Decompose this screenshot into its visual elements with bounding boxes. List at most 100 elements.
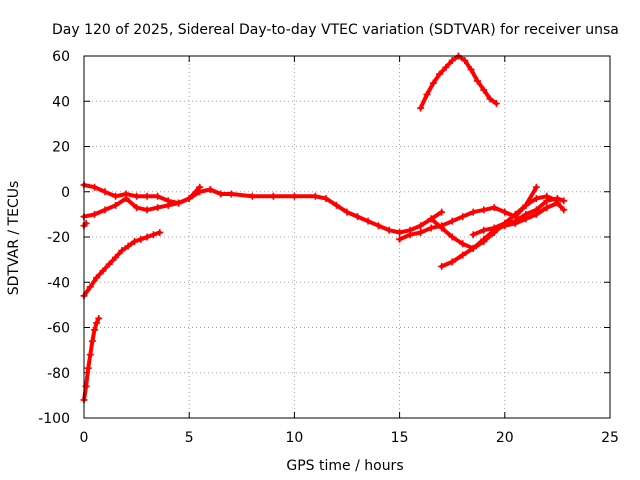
data-point bbox=[532, 206, 540, 214]
data-point bbox=[448, 233, 456, 241]
data-point bbox=[427, 215, 435, 223]
plot-frame bbox=[83, 55, 611, 419]
data-point bbox=[206, 185, 214, 193]
data-point bbox=[196, 183, 204, 191]
data-point bbox=[93, 319, 101, 327]
data-point bbox=[385, 226, 393, 234]
data-point bbox=[438, 208, 446, 216]
y-tick-label: -60 bbox=[47, 321, 70, 337]
data-point bbox=[459, 213, 467, 221]
data-point bbox=[438, 224, 446, 232]
grid-lines bbox=[84, 56, 610, 418]
y-tick-label: 0 bbox=[61, 185, 70, 201]
data-point bbox=[137, 235, 145, 243]
data-point bbox=[436, 70, 444, 78]
x-tick-label: 20 bbox=[496, 430, 514, 446]
data-point bbox=[473, 77, 481, 85]
y-tick-label: 20 bbox=[52, 140, 70, 156]
data-point bbox=[461, 57, 469, 65]
data-point bbox=[124, 242, 132, 250]
data-point bbox=[101, 206, 109, 214]
data-point bbox=[442, 63, 450, 71]
chart-title: Day 120 of 2025, Sidereal Day-to-day VTE… bbox=[52, 22, 619, 38]
data-point bbox=[560, 206, 568, 214]
data-point bbox=[543, 197, 551, 205]
series-arc-10 bbox=[469, 195, 568, 239]
data-point bbox=[332, 201, 340, 209]
data-point bbox=[149, 231, 157, 239]
data-point bbox=[164, 201, 172, 209]
data-point bbox=[112, 192, 120, 200]
series-arc-9 bbox=[427, 199, 568, 252]
data-point bbox=[322, 195, 330, 203]
data-point bbox=[269, 192, 277, 200]
data-point bbox=[375, 222, 383, 230]
data-point bbox=[91, 183, 99, 191]
data-point bbox=[490, 224, 498, 232]
data-point bbox=[429, 79, 437, 87]
y-tick-label: -80 bbox=[47, 366, 70, 382]
data-point bbox=[492, 100, 500, 108]
data-point bbox=[417, 222, 425, 230]
data-point bbox=[417, 228, 425, 236]
data-point bbox=[101, 188, 109, 196]
data-point bbox=[143, 233, 151, 241]
data-point bbox=[396, 235, 404, 243]
series-line bbox=[418, 54, 499, 110]
y-tick-label: 40 bbox=[52, 94, 70, 110]
data-point bbox=[112, 201, 120, 209]
data-point bbox=[88, 337, 96, 345]
data-point bbox=[448, 258, 456, 266]
data-point bbox=[511, 217, 519, 225]
data-point bbox=[396, 228, 404, 236]
data-point bbox=[154, 192, 162, 200]
data-point bbox=[99, 267, 107, 275]
y-axis-label: SDTVAR / TECUs bbox=[6, 181, 22, 296]
data-point bbox=[118, 247, 126, 255]
x-tick-label: 25 bbox=[601, 430, 619, 446]
data-point bbox=[217, 190, 225, 198]
data-point bbox=[486, 95, 494, 103]
data-point bbox=[143, 192, 151, 200]
data-point bbox=[501, 219, 509, 227]
data-point bbox=[248, 192, 256, 200]
data-point bbox=[469, 208, 477, 216]
data-point bbox=[343, 208, 351, 216]
data-point bbox=[543, 204, 551, 212]
series-line bbox=[429, 201, 566, 251]
data-point bbox=[143, 206, 151, 214]
data-point bbox=[154, 204, 162, 212]
data-point bbox=[480, 86, 488, 94]
data-point bbox=[469, 231, 477, 239]
data-point bbox=[86, 351, 94, 359]
data-point bbox=[511, 210, 519, 218]
data-point bbox=[227, 190, 235, 198]
data-point bbox=[448, 57, 456, 65]
data-point bbox=[406, 231, 414, 239]
data-point bbox=[560, 197, 568, 205]
data-point bbox=[364, 217, 372, 225]
data-point bbox=[112, 253, 120, 261]
data-point bbox=[459, 240, 467, 248]
data-point bbox=[185, 195, 193, 203]
data-point bbox=[490, 204, 498, 212]
data-point bbox=[522, 201, 530, 209]
data-point bbox=[156, 228, 164, 236]
data-points bbox=[80, 52, 568, 404]
data-point bbox=[133, 204, 141, 212]
data-point bbox=[93, 274, 101, 282]
data-point bbox=[84, 364, 92, 372]
x-tick-label: 15 bbox=[391, 430, 409, 446]
data-point bbox=[467, 66, 475, 74]
data-point bbox=[95, 314, 103, 322]
x-axis-label: GPS time / hours bbox=[286, 458, 403, 474]
data-point bbox=[91, 326, 99, 334]
data-point bbox=[122, 195, 130, 203]
data-point bbox=[522, 210, 530, 218]
series-line bbox=[82, 230, 162, 298]
x-tick-label: 5 bbox=[185, 430, 194, 446]
x-tick-label: 0 bbox=[80, 430, 89, 446]
y-tick-label: -20 bbox=[47, 230, 70, 246]
data-point bbox=[354, 213, 362, 221]
data-point bbox=[423, 90, 431, 98]
